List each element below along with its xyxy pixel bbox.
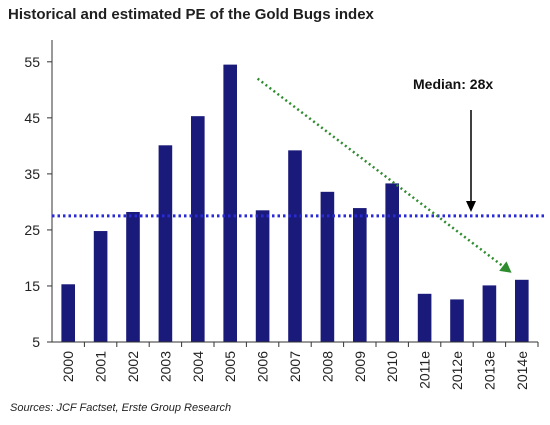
x-tick-label: 2013e (481, 351, 497, 390)
bar (61, 284, 76, 342)
y-tick-label: 25 (24, 222, 40, 238)
x-tick-label: 2006 (255, 351, 271, 382)
x-tick-label: 2005 (222, 351, 238, 382)
bar (158, 145, 173, 342)
bar (417, 293, 432, 342)
chart-title: Historical and estimated PE of the Gold … (8, 6, 374, 23)
x-tick-label: 2008 (319, 351, 335, 382)
x-tick-label: 2002 (125, 351, 141, 382)
x-tick-label: 2004 (190, 351, 206, 382)
trend-annotation (256, 77, 512, 273)
median-annotation: Median: 28x (52, 76, 544, 218)
y-tick-label: 5 (32, 334, 40, 350)
bar (352, 208, 367, 342)
bar (320, 191, 335, 342)
y-tick-label: 55 (24, 54, 40, 70)
x-tick-label: 2012e (449, 351, 465, 390)
x-axis: 2000 2001 2002 2003 2004 2005 2006 2007 2008 2009… (52, 341, 539, 390)
x-tick-label: 2007 (287, 351, 303, 382)
y-tick-label: 45 (24, 110, 40, 126)
source-note: Sources: JCF Factset, Erste Group Resear… (10, 402, 232, 414)
bar (385, 183, 400, 342)
bar (450, 299, 464, 342)
bars (61, 64, 529, 342)
trend-arrow-head (499, 261, 512, 273)
trend-arrow-line (256, 77, 508, 271)
bar (482, 285, 497, 342)
bar (190, 116, 205, 342)
x-tick-label: 2014e (514, 351, 530, 390)
y-tick-label: 15 (24, 278, 40, 294)
x-tick-label: 2000 (60, 351, 76, 382)
x-tick-label: 2001 (93, 351, 109, 382)
y-axis: 5 15 25 35 45 55 (24, 40, 53, 350)
bar (514, 279, 529, 342)
bar (288, 150, 302, 342)
bar (126, 211, 140, 342)
bar (93, 231, 108, 342)
median-label: Median: 28x (413, 76, 493, 92)
x-tick-label: 2009 (352, 351, 368, 382)
y-tick-label: 35 (24, 166, 40, 182)
x-tick-label: 2011e (417, 351, 433, 389)
x-tick-label: 2003 (157, 351, 173, 382)
bar (223, 64, 238, 342)
median-arrow-head (466, 201, 476, 212)
bar (255, 210, 270, 342)
x-tick-label: 2010 (384, 351, 400, 382)
